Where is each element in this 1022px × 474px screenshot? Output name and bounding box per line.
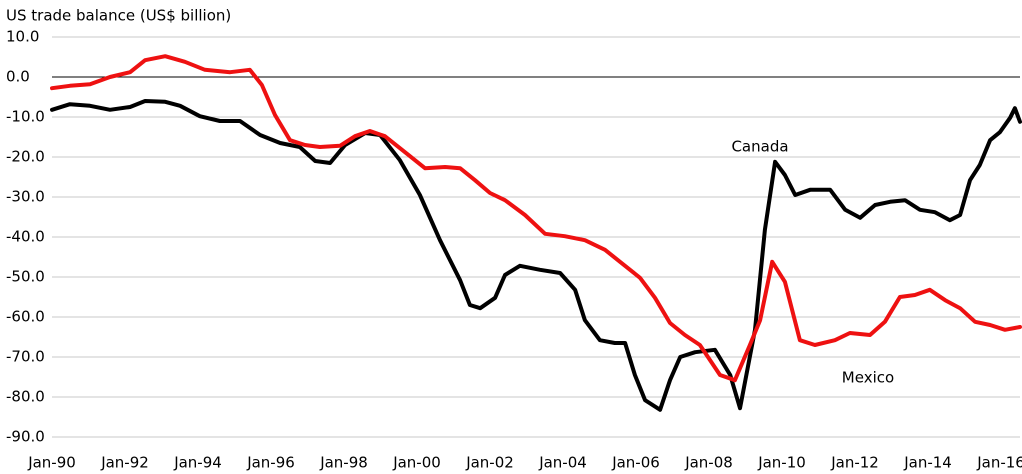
- y-tick-label: -40.0: [6, 228, 45, 246]
- x-tick-label: Jan-98: [319, 454, 368, 472]
- y-tick-label: -90.0: [6, 428, 45, 446]
- y-tick-label: -50.0: [6, 268, 45, 286]
- x-tick-label: Jan-96: [246, 454, 295, 472]
- x-tick-label: Jan-00: [392, 454, 441, 472]
- x-tick-label: Jan-04: [538, 454, 587, 472]
- y-tick-label: -60.0: [6, 308, 45, 326]
- x-tick-label: Jan-08: [684, 454, 733, 472]
- y-tick-label: -10.0: [6, 108, 45, 126]
- x-tick-label: Jan-10: [757, 454, 806, 472]
- x-tick-label: Jan-90: [27, 454, 76, 472]
- y-tick-label: -70.0: [6, 348, 45, 366]
- series-label: Mexico: [842, 369, 894, 387]
- x-tick-label: Jan-02: [465, 454, 514, 472]
- line: [50, 54, 1022, 383]
- x-tick-label: Jan-92: [100, 454, 149, 472]
- x-tick-label: Jan-06: [611, 454, 660, 472]
- x-tick-label: Jan-94: [173, 454, 222, 472]
- x-tick-label: Jan-12: [830, 454, 879, 472]
- x-tick-label: Jan-14: [903, 454, 952, 472]
- y-tick-label: 0.0: [6, 68, 30, 86]
- x-tick-label: Jan-16: [976, 454, 1022, 472]
- y-tick-label: -80.0: [6, 388, 45, 406]
- series-label: Canada: [731, 138, 788, 156]
- y-tick-label: 10.0: [6, 28, 39, 46]
- y-tick-label: -20.0: [6, 148, 45, 166]
- y-tick-label: -30.0: [6, 188, 45, 206]
- line: [50, 99, 1022, 412]
- chart-title: US trade balance (US$ billion): [6, 7, 231, 25]
